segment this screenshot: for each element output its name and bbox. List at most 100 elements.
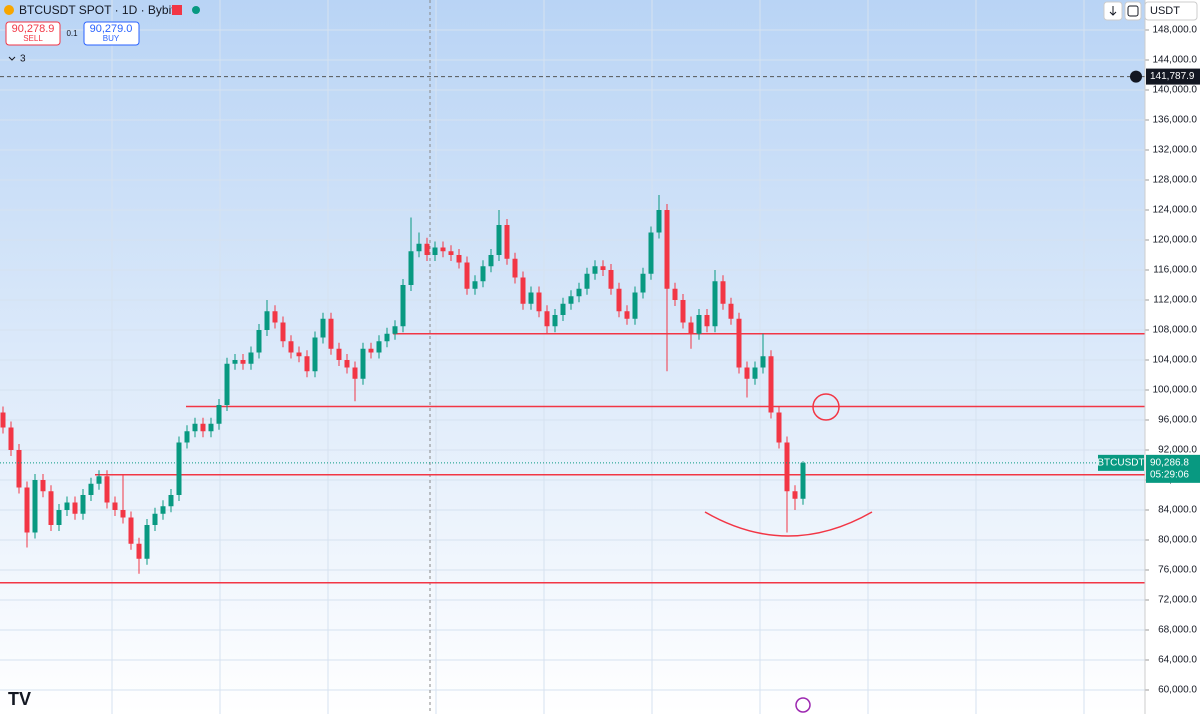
collapse-chevron[interactable] — [8, 56, 16, 61]
candle-body — [232, 360, 238, 364]
y-tick-label: 124,000.0 — [1153, 205, 1198, 216]
candle-body — [32, 480, 38, 533]
quantity[interactable]: 0.1 — [66, 29, 78, 38]
candle-body — [224, 363, 230, 405]
candle-body — [272, 311, 278, 323]
candle-body — [744, 367, 750, 379]
y-tick-label: 100,000.0 — [1153, 385, 1198, 396]
y-tick-label: 144,000.0 — [1153, 55, 1198, 66]
circle-drawing — [812, 393, 840, 421]
y-tick-label: 112,000.0 — [1153, 295, 1197, 306]
last-price-label: 90,286.8 — [1150, 457, 1189, 468]
candle-body — [64, 502, 70, 510]
candle-body — [40, 480, 46, 492]
candle-body — [96, 476, 102, 484]
candle-body — [664, 210, 670, 289]
candle-body — [480, 266, 486, 282]
candle-body — [152, 513, 158, 525]
candle-body — [680, 300, 686, 323]
candle-body — [112, 502, 118, 510]
candle-body — [792, 491, 798, 499]
y-tick-label: 128,000.0 — [1153, 175, 1198, 186]
y-tick-label: 76,000.0 — [1158, 565, 1197, 576]
candle-body — [184, 431, 190, 443]
candle-body — [16, 450, 22, 488]
candle-body — [48, 491, 54, 525]
candle-body — [296, 352, 302, 357]
candle-body — [328, 318, 334, 349]
candle-body — [600, 266, 606, 270]
candle-body — [120, 510, 126, 518]
candle-body — [368, 348, 374, 353]
sell-price[interactable]: 90,278.9 — [12, 23, 55, 35]
buy-label[interactable]: BUY — [103, 34, 120, 43]
candle-body — [136, 543, 142, 559]
candle-body — [248, 352, 254, 364]
y-tick-label: 132,000.0 — [1153, 145, 1198, 156]
candle-body — [776, 412, 782, 443]
candle-body — [488, 255, 494, 267]
candle-body — [304, 356, 310, 372]
price-tag — [1146, 454, 1200, 483]
alert-tag — [1146, 68, 1200, 85]
candle-body — [192, 423, 198, 432]
candle-body — [560, 303, 566, 315]
candle-body — [424, 243, 430, 255]
sell-button[interactable] — [5, 21, 61, 46]
candle-body — [632, 292, 638, 319]
chart-title: BTCUSDT SPOT · 1D · Bybit — [19, 3, 175, 17]
y-tick-label: 136,000.0 — [1153, 115, 1198, 126]
lightning-icon[interactable] — [795, 697, 811, 713]
candle-body — [80, 495, 86, 514]
flag-icon[interactable] — [172, 5, 182, 15]
candle-body — [768, 356, 774, 413]
candle-body — [568, 296, 574, 304]
candle-body — [552, 315, 558, 327]
candle-body — [592, 266, 598, 274]
candle-body — [128, 517, 134, 544]
candle-body — [728, 303, 734, 319]
candle-body — [720, 281, 726, 304]
candle-body — [344, 360, 350, 368]
candle-body — [320, 318, 326, 338]
tradingview-logo[interactable]: TV — [8, 689, 31, 709]
candle-body — [608, 270, 614, 289]
candle-body — [448, 251, 454, 255]
indicator-count[interactable]: 3 — [20, 54, 26, 65]
buy-price[interactable]: 90,279.0 — [90, 23, 133, 35]
candle-body — [104, 476, 110, 503]
candle-body — [528, 292, 534, 304]
candle-body — [208, 423, 214, 432]
y-tick-label: 68,000.0 — [1158, 625, 1197, 636]
y-tick-label: 64,000.0 — [1158, 655, 1197, 666]
candle-body — [464, 262, 470, 289]
candle-body — [784, 442, 790, 492]
candle-body — [624, 311, 630, 319]
currency[interactable]: USDT — [1150, 5, 1180, 17]
candle-body — [736, 318, 742, 368]
buy-button[interactable] — [83, 21, 140, 46]
candle-body — [656, 210, 662, 233]
candle-body — [336, 348, 342, 360]
candle-body — [56, 510, 62, 525]
candle-body — [72, 502, 78, 514]
download-icon — [1109, 6, 1117, 16]
axis-background — [1145, 0, 1200, 714]
y-tick-label: 80,000.0 — [1158, 535, 1197, 546]
candle-body — [616, 288, 622, 312]
screenshot-button[interactable] — [1124, 1, 1142, 21]
y-tick-label: 72,000.0 — [1158, 595, 1197, 606]
candle-body — [0, 412, 6, 428]
y-tick-label: 116,000.0 — [1153, 265, 1197, 276]
countdown-label: 05:29:06 — [1150, 469, 1189, 480]
candle-body — [408, 251, 414, 285]
candle-body — [144, 525, 150, 559]
candle-body — [672, 288, 678, 300]
candle-body — [240, 360, 246, 364]
candle-body — [376, 341, 382, 353]
candle-body — [712, 281, 718, 327]
candle-body — [400, 285, 406, 327]
y-tick-label: 140,000.0 — [1153, 85, 1198, 96]
sell-label[interactable]: SELL — [23, 34, 43, 43]
y-tick-label: 148,000.0 — [1153, 25, 1198, 36]
